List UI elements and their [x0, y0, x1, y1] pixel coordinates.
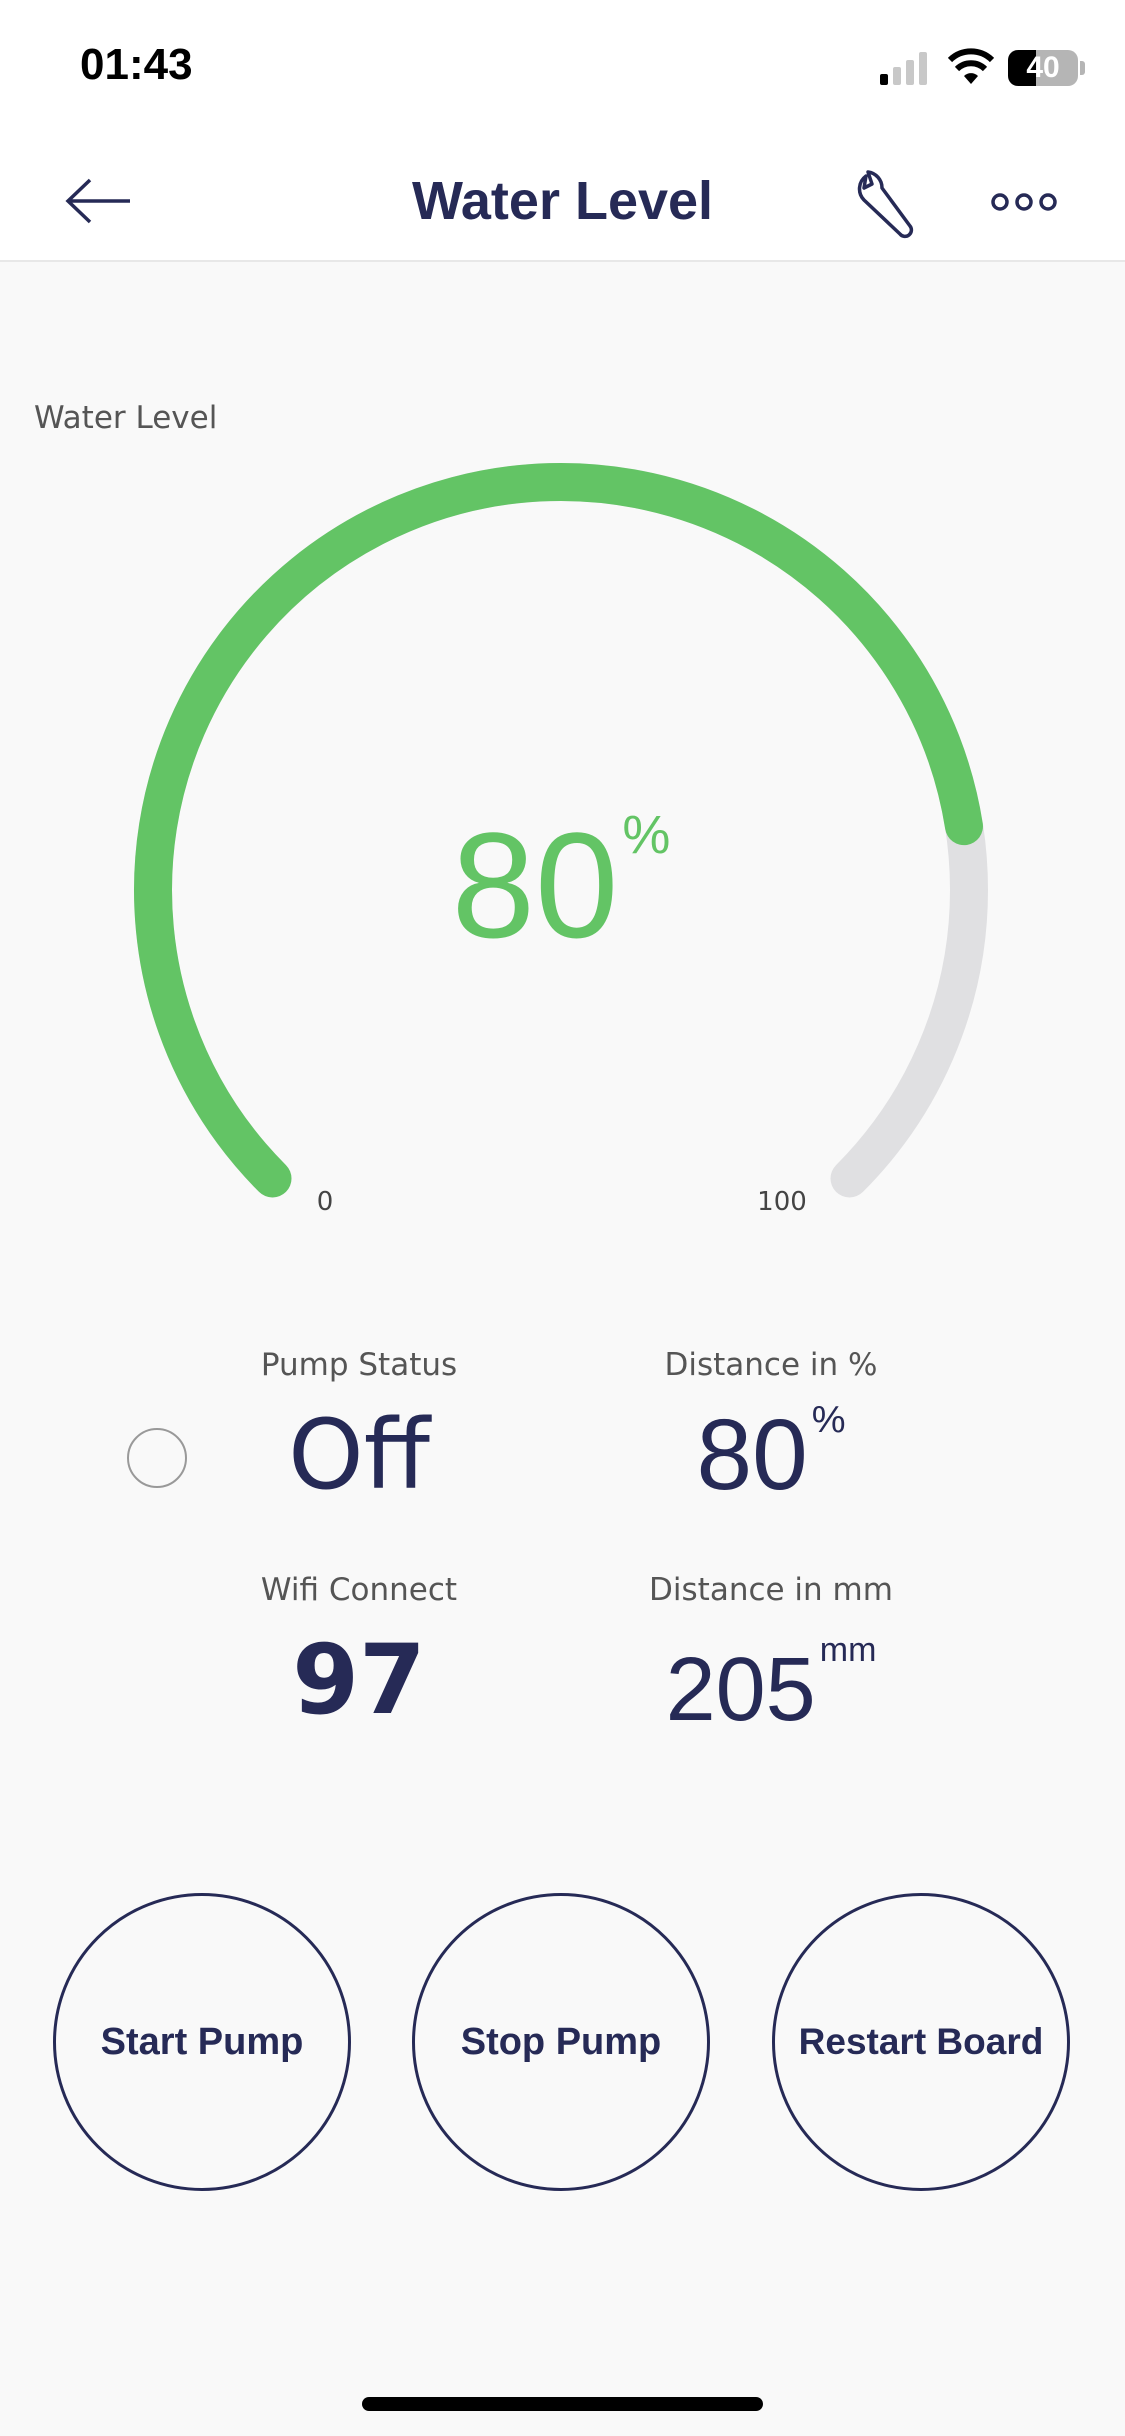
home-indicator: [362, 2397, 763, 2411]
status-time: 01:43: [80, 40, 193, 89]
gauge-value: 80%: [311, 800, 811, 970]
wifi-label: Wifi Connect: [260, 1572, 458, 1608]
water-level-gauge: [134, 463, 988, 1198]
app-header: Water Level: [0, 140, 1125, 262]
status-bar: 01:43 40: [0, 0, 1125, 140]
distance-percent-label: Distance in %: [664, 1347, 878, 1383]
wifi-icon: [948, 48, 994, 84]
back-arrow-icon[interactable]: [64, 178, 134, 224]
pump-status-label: Pump Status: [260, 1347, 458, 1383]
page-title: Water Level: [411, 171, 714, 231]
distance-percent-number: 80: [696, 1399, 808, 1511]
gauge-unit: %: [622, 805, 671, 865]
gauge-min-label: 0: [316, 1187, 334, 1217]
wifi-value: 97: [292, 1624, 426, 1736]
battery-icon: 40: [1008, 50, 1078, 86]
cellular-signal-icon: [880, 52, 927, 85]
gauge-fill: [134, 463, 983, 1198]
battery-level: 40: [1026, 51, 1060, 84]
distance-mm-label: Distance in mm: [649, 1572, 893, 1608]
distance-mm-number: 205: [665, 1640, 816, 1740]
wrench-icon[interactable]: [852, 170, 922, 240]
distance-mm-value: 205 mm: [611, 1630, 931, 1750]
distance-percent-value: 80%: [611, 1395, 931, 1515]
gauge-max-label: 100: [757, 1187, 807, 1217]
start-pump-button[interactable]: Start Pump: [53, 1893, 351, 2191]
more-options-icon[interactable]: [990, 190, 1060, 214]
battery-tip: [1080, 61, 1085, 75]
distance-mm-unit: mm: [819, 1631, 877, 1669]
restart-board-button[interactable]: Restart Board: [772, 1893, 1070, 2191]
pump-status-value: Off: [288, 1399, 430, 1511]
distance-percent-unit: %: [811, 1399, 846, 1441]
gauge-label: Water Level: [34, 400, 218, 436]
stop-pump-button[interactable]: Stop Pump: [412, 1893, 710, 2191]
pump-status-led: [127, 1428, 187, 1488]
gauge-value-number: 80: [451, 801, 619, 969]
